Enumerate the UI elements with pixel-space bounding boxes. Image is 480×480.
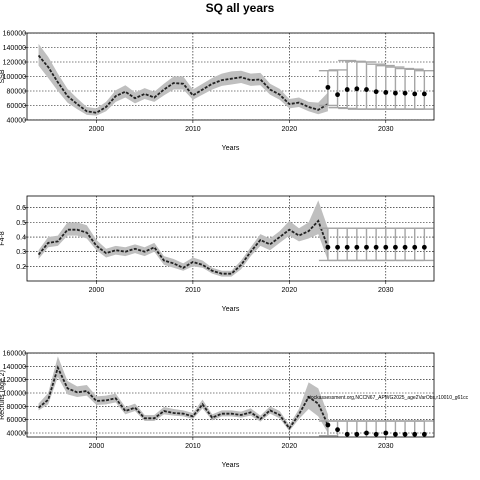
y-tick-label: 80000 [7,404,27,411]
x-tick-label: 2020 [282,443,298,450]
x-tick-label: 2030 [378,287,394,294]
projection-point [393,431,398,437]
y-tick-label: 40000 [7,431,27,438]
projection-point [402,90,408,96]
panel-recruitment: 2000 2010 2020 2030 40000 60000 80000 100000 120… [0,351,469,470]
y-tick-label: 120000 [3,60,26,67]
projection-point [421,431,427,437]
y-axis-title: F4-8 [0,231,6,246]
projection-point [373,89,379,95]
projection-point [335,244,340,250]
confidence-band [38,356,328,433]
projection-point [364,430,369,436]
median-line [37,365,329,430]
projection-point [393,90,398,96]
projection-point [325,84,331,90]
projection-point [383,90,389,95]
y-tick-label: 160000 [3,31,26,38]
projection-point [421,244,427,250]
projection-point [412,91,418,97]
plot-area [27,196,434,281]
projection-point [421,91,427,97]
projection-point [383,430,389,436]
x-tick-label: 2000 [89,443,105,450]
projection-point [364,87,369,92]
plot-area [27,33,434,120]
projection-point [325,422,331,428]
confidence-band [38,200,328,277]
projection-point [402,431,408,437]
projection-point [354,86,360,92]
y-tick-label: 0.6 [16,205,26,212]
y-tick-label: 40000 [7,118,27,125]
projection-point [412,431,418,437]
projection-point [364,244,369,250]
x-axis-title: Years [222,306,240,313]
projection-point [373,431,379,437]
projection-point [354,431,360,437]
x-tick-label: 2010 [185,287,201,294]
projection-point [383,244,389,250]
y-tick-label: 0.2 [16,264,26,271]
x-axis-title: Years [222,462,240,469]
y-tick-label: 120000 [3,377,26,384]
projection-point [325,244,331,250]
x-tick-label: 2030 [378,126,394,133]
y-tick-label: 140000 [3,45,26,52]
x-tick-label: 2000 [89,126,105,133]
x-tick-label: 2030 [378,443,394,450]
plot-area [27,353,434,437]
projection-point [402,244,408,250]
plot-frame [26,195,435,282]
figure-title: SQ all years [206,1,275,15]
x-tick-label: 2010 [185,126,201,133]
y-tick-label: 140000 [3,364,26,371]
projection-point [344,87,350,92]
panel-fishing-mortality: 2000 2010 2020 2030 0.2 0.3 0.4 0.5 0.6 Years F4-8 [0,195,435,313]
plot-frame [26,352,435,438]
median-line [37,54,329,114]
y-tick-label: 0.4 [16,235,26,242]
x-tick-label: 2000 [89,287,105,294]
y-tick-label: 80000 [7,89,27,96]
y-tick-label: 60000 [7,417,27,424]
y-tick-label: 100000 [3,74,26,81]
projection-point [344,244,350,250]
panel-ssb: 2000 2010 2020 2030 40000 60000 80000 100000 120… [0,31,435,152]
projection-point [412,244,418,250]
confidence-band [38,43,328,116]
projection-point [335,427,340,433]
y-tick-label: 0.3 [16,249,26,256]
x-tick-label: 2020 [282,126,298,133]
source-annotation: stockassessment.org,NCCN67_APWG2025_age2… [307,395,469,401]
projection-point [373,244,379,250]
projection-point [335,92,340,98]
y-tick-label: 0.5 [16,220,26,227]
y-axis-title: Recruits (age 2) [0,370,6,420]
x-tick-label: 2010 [185,443,201,450]
y-axis-title: SSB [0,69,6,83]
y-tick-label: 100000 [3,391,26,398]
x-axis-title: Years [222,145,240,152]
y-tick-label: 160000 [3,351,26,358]
x-tick-label: 2020 [282,287,298,294]
y-tick-label: 60000 [7,103,27,110]
projection-point [344,431,350,437]
median-line [37,219,329,275]
projection-point [393,244,398,250]
projection-point [354,244,360,250]
